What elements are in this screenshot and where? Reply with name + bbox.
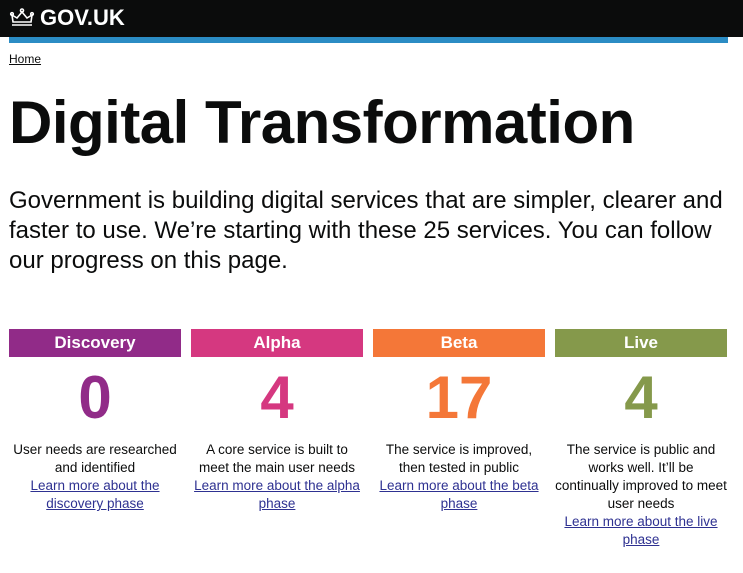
phase-description: User needs are researched and identified xyxy=(13,442,177,475)
phase-count: 4 xyxy=(260,364,294,431)
phase-description: The service is public and works well. It… xyxy=(555,442,727,511)
page-title: Digital Transformation xyxy=(9,89,635,156)
phase-label: Discovery xyxy=(9,329,181,357)
learn-more-discovery-link[interactable]: Learn more about the discovery phase xyxy=(30,478,160,511)
site-header: GOV.UK xyxy=(0,0,743,37)
crown-icon xyxy=(9,8,35,26)
header-accent-bar xyxy=(9,37,728,43)
logo-text: GOV.UK xyxy=(40,5,125,30)
learn-more-beta-link[interactable]: Learn more about the beta phase xyxy=(379,478,539,511)
phase-live: Live 4 The service is public and works w… xyxy=(555,329,727,549)
phase-discovery: Discovery 0 User needs are researched an… xyxy=(9,329,181,513)
phase-description: The service is improved, then tested in … xyxy=(385,442,533,475)
lede: Government is building digital services … xyxy=(9,187,723,274)
phase-count: 4 xyxy=(624,364,658,431)
phase-count: 0 xyxy=(78,364,112,431)
phase-count: 17 xyxy=(425,364,493,431)
learn-more-live-link[interactable]: Learn more about the live phase xyxy=(564,514,718,547)
govuk-logo-link[interactable]: GOV.UK xyxy=(9,5,125,31)
phase-label: Beta xyxy=(373,329,545,357)
phase-beta: Beta 17 The service is improved, then te… xyxy=(373,329,545,513)
phase-label: Alpha xyxy=(191,329,363,357)
breadcrumb-home[interactable]: Home xyxy=(9,52,42,66)
phase-description: A core service is built to meet the main… xyxy=(198,442,356,475)
phase-label: Live xyxy=(555,329,727,357)
phase-alpha: Alpha 4 A core service is built to meet … xyxy=(191,329,363,513)
learn-more-alpha-link[interactable]: Learn more about the alpha phase xyxy=(194,478,360,511)
